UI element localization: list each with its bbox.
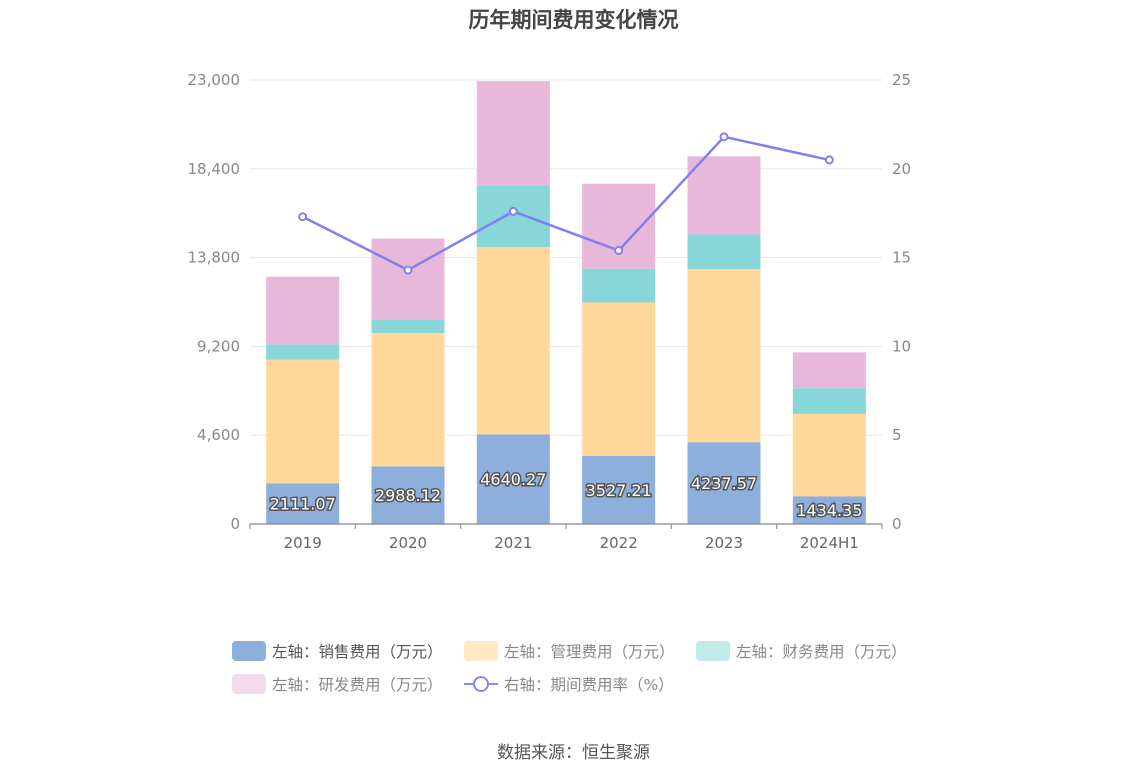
bar-segment <box>582 302 656 456</box>
left-axis-ticks: 0 4,600 9,200 13,800 18,400 23,000 <box>188 71 241 533</box>
legend-label-rate: 右轴：期间费用率（%） <box>504 676 674 694</box>
bar-segment <box>266 483 340 524</box>
bar-segment <box>792 496 866 524</box>
bar-segment <box>476 81 550 186</box>
bar-series <box>266 81 866 524</box>
left-tick-label: 13,800 <box>188 249 241 267</box>
bar-segment <box>792 388 866 414</box>
rate-point <box>719 132 729 142</box>
legend-label-finance: 左轴：财务费用（万元） <box>736 643 907 661</box>
legend-item-rate[interactable]: 右轴：期间费用率（%） <box>464 673 674 695</box>
legend-label-rd: 左轴：研发费用（万元） <box>272 676 443 694</box>
x-axis-ticks: 2019 2020 2021 2022 2023 2024H1 <box>284 534 859 552</box>
bar-segment <box>582 455 656 524</box>
left-tick-label: 18,400 <box>188 160 241 178</box>
data-label: 1434.35 <box>796 501 862 520</box>
bar-segment <box>582 183 656 269</box>
bar-segment <box>371 319 445 334</box>
left-tick-label: 0 <box>230 515 240 533</box>
bar-segment <box>371 238 445 320</box>
data-source: 数据来源：恒生聚源 <box>497 743 650 763</box>
data-labels: 2111.07 2988.12 4640.27 3527.21 4237.57 1434.… <box>268 469 864 522</box>
x-tick-label: 2019 <box>284 534 322 552</box>
rate-point <box>614 245 624 255</box>
grid <box>250 79 882 436</box>
data-label: 4237.57 <box>691 474 757 493</box>
bar-segment <box>476 247 550 435</box>
legend-item-rd[interactable]: 左轴：研发费用（万元） <box>232 673 443 695</box>
x-tick-label: 2021 <box>494 534 532 552</box>
data-label: 2988.12 <box>375 486 441 505</box>
chart-title: 历年期间费用变化情况 <box>468 8 679 32</box>
rate-point <box>403 265 413 275</box>
bar-segment <box>687 442 761 524</box>
rate-point <box>508 206 518 216</box>
legend-item-admin[interactable]: 左轴：管理费用（万元） <box>464 640 675 662</box>
legend-item-sales[interactable]: 左轴：销售费用（万元） <box>232 640 443 662</box>
x-tick-label: 2023 <box>705 534 743 552</box>
bar-segment <box>371 466 445 524</box>
right-tick-label: 15 <box>892 249 911 267</box>
right-tick-label: 0 <box>892 515 902 533</box>
legend-item-finance[interactable]: 左轴：财务费用（万元） <box>696 640 907 662</box>
bar-segment <box>792 352 866 389</box>
data-label: 4640.27 <box>480 470 546 489</box>
x-tick-label: 2022 <box>600 534 638 552</box>
bar-segment <box>266 276 340 345</box>
bar-segment <box>266 359 340 484</box>
legend-swatch-sales <box>232 641 266 661</box>
bar-segment <box>476 185 550 248</box>
bar-segment <box>687 156 761 235</box>
bar-segment <box>582 268 656 303</box>
right-axis-ticks: 0 5 10 15 20 25 <box>892 71 911 533</box>
rate-point <box>824 155 834 165</box>
bar-segment <box>687 234 761 270</box>
rate-line-series <box>298 132 834 275</box>
legend-label-admin: 左轴：管理费用（万元） <box>504 643 675 661</box>
legend-swatch-finance <box>696 641 730 661</box>
rate-line <box>302 135 830 272</box>
legend-label-sales: 左轴：销售费用（万元） <box>272 643 443 661</box>
right-tick-label: 10 <box>892 337 911 355</box>
bar-segment <box>266 344 340 360</box>
right-tick-label: 25 <box>892 71 911 89</box>
left-tick-label: 9,200 <box>197 337 240 355</box>
legend-swatch-admin <box>464 641 498 661</box>
bar-segment <box>371 333 445 467</box>
bar-segment <box>792 413 866 497</box>
x-tick-label: 2020 <box>389 534 427 552</box>
right-tick-label: 20 <box>892 160 911 178</box>
rate-point <box>298 212 308 222</box>
bar-segment <box>476 434 550 524</box>
data-label: 2111.07 <box>270 495 336 514</box>
legend-swatch-rd <box>232 674 266 694</box>
data-label: 3527.21 <box>586 481 652 500</box>
x-tick-label: 2024H1 <box>800 534 859 552</box>
left-tick-label: 4,600 <box>197 426 240 444</box>
x-axis <box>249 523 883 529</box>
legend-line-icon <box>464 674 498 694</box>
right-tick-label: 5 <box>892 426 902 444</box>
bar-segment <box>687 269 761 443</box>
left-tick-label: 23,000 <box>188 71 241 89</box>
